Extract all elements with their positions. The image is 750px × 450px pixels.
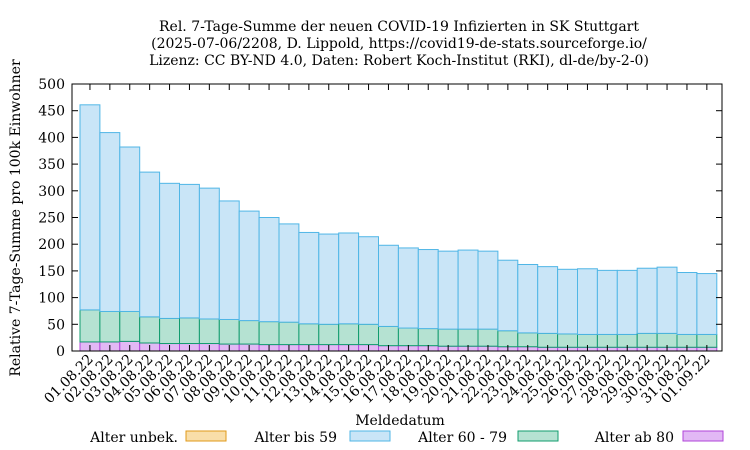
y-tick-label: 500 [38,77,65,93]
bar-segment [537,266,559,334]
bar-segment [318,233,340,325]
title-line-2: (2025-07-06/2208, D. Lippold, https://co… [151,36,647,52]
bar-segment [358,236,380,325]
y-tick-label: 300 [38,184,65,200]
bar-segment [338,232,360,325]
y-tick-label: 400 [38,130,65,146]
legend-swatch [517,430,559,442]
bar-segment [517,332,539,348]
bar-segment [79,309,101,343]
bar-segment [477,250,499,330]
y-tick-label: 200 [38,237,65,253]
legend-swatch [185,430,227,442]
bar-segment [656,266,678,334]
bar-segment [79,104,101,311]
y-tick-label: 150 [38,264,65,280]
bar-segment [278,321,300,346]
bar-segment [596,269,618,335]
y-axis-label: Relative 7-Tage-Summe pro 100k Einwohner [8,59,24,377]
bar-segment [457,328,479,347]
bar-segment [159,317,181,345]
bar-segment [258,321,280,346]
legend-label: Alter ab 80 [594,430,674,446]
bar-segment [378,325,399,347]
bar-segment [397,327,419,347]
y-tick-label: 50 [47,317,65,333]
bar-segment [477,328,499,347]
legend-label: Alter 60 - 79 [417,430,507,446]
bar-segment [238,210,260,322]
bar-segment [437,328,459,347]
bar-segment [557,268,578,335]
bar-segment [696,273,718,335]
bar-segment [437,250,459,330]
bar-segment [198,187,220,320]
bar-segment [298,231,320,325]
bar-segment [159,182,181,319]
bar-segment [278,223,300,323]
legend: Alter unbek. Alter bis 59 Alter 60 - 79 Alt… [89,430,724,446]
bar-segment [218,318,240,345]
x-axis-label: Meldedatum [355,413,445,429]
bar-segment [676,272,698,335]
y-tick-label: 250 [38,211,65,227]
bar-segment [338,323,360,346]
bar-segment [218,200,240,320]
bar-segment [198,318,220,345]
y-tick-label: 0 [56,344,65,360]
y-tick-label: 100 [38,291,65,307]
bar-segment [397,247,419,329]
bar-segment [139,171,161,318]
bar-segment [636,267,658,334]
bar-segment [378,244,399,327]
bars-layer [79,104,718,352]
chart-title: Rel. 7-Tage-Summe der neuen COVID-19 Inf… [149,19,649,69]
y-tick-label: 450 [38,104,65,120]
bar-segment [119,146,141,312]
bar-segment [238,320,260,345]
bar-segment [298,323,320,346]
bar-segment [318,323,340,346]
bar-segment [119,310,141,342]
legend-label: Alter unbek. [89,430,178,446]
bar-segment [457,249,479,330]
bar-segment [497,330,519,348]
bar-segment [577,268,598,335]
legend-swatch [349,430,391,442]
bar-segment [417,249,439,330]
bar-segment [497,259,519,332]
bar-segment [517,263,539,334]
legend-swatch [682,430,724,442]
bar-segment [99,132,121,312]
bar-segment [616,269,638,335]
bar-segment [258,217,280,323]
bar-segment [417,328,439,347]
title-line-3: Lizenz: CC BY-ND 4.0, Daten: Robert Koch… [149,53,649,69]
bar-segment [179,183,200,319]
title-line-1: Rel. 7-Tage-Summe der neuen COVID-19 Inf… [159,19,639,35]
y-axis: 0 50 100 150 200 250 300 350 400 450 500 [38,77,722,360]
bar-segment [99,310,121,343]
y-tick-label: 350 [38,157,65,173]
bar-segment [139,316,161,344]
bar-segment [179,317,200,345]
bar-segment [358,323,380,346]
legend-label: Alter bis 59 [253,430,337,446]
